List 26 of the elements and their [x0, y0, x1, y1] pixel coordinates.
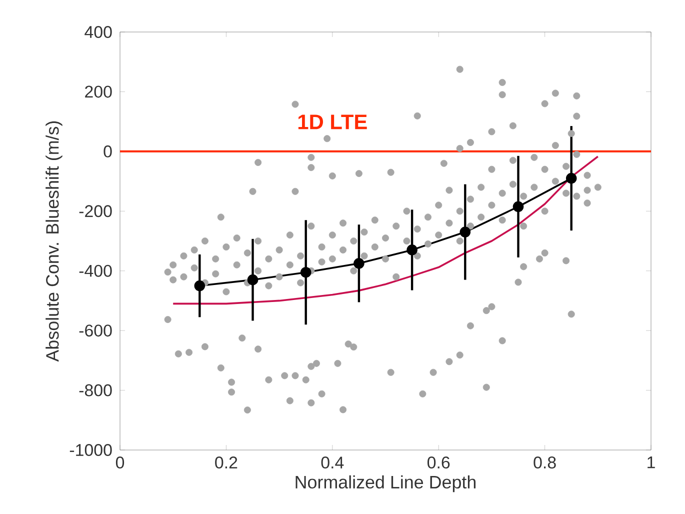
x-tick-label: 1: [648, 456, 655, 468]
x-tick-label: 0.6: [427, 456, 450, 469]
x-tick-label: 0: [116, 456, 124, 469]
ref-line-label: 1D LTE: [298, 114, 367, 130]
y-tick-label: 400: [84, 26, 112, 38]
y-tick-label: -400: [79, 264, 112, 277]
point: [512, 201, 524, 212]
point: [247, 274, 258, 286]
point: [300, 266, 312, 278]
line-series: [172, 156, 599, 305]
y-tick-label: -1000: [70, 444, 112, 456]
point: [406, 244, 418, 256]
y-tick-label: 0: [104, 145, 112, 158]
y-tick-label: -800: [79, 384, 112, 396]
x-tick-label: 0.2: [215, 456, 238, 469]
point: [566, 172, 577, 184]
point: [354, 258, 364, 269]
x-axis-title: Normalized Line Depth: [296, 475, 476, 492]
point: [194, 280, 206, 292]
x-tick-label: 0.8: [534, 456, 556, 469]
point: [460, 226, 471, 238]
y-tick-label: -600: [79, 324, 112, 337]
y-axis-title: Absolute Conv. Blueshift (m/s): [46, 121, 62, 362]
x-tick-label: 0.4: [321, 456, 344, 469]
y-tick-label: 200: [85, 86, 112, 98]
y-tick-label: -200: [79, 205, 112, 218]
